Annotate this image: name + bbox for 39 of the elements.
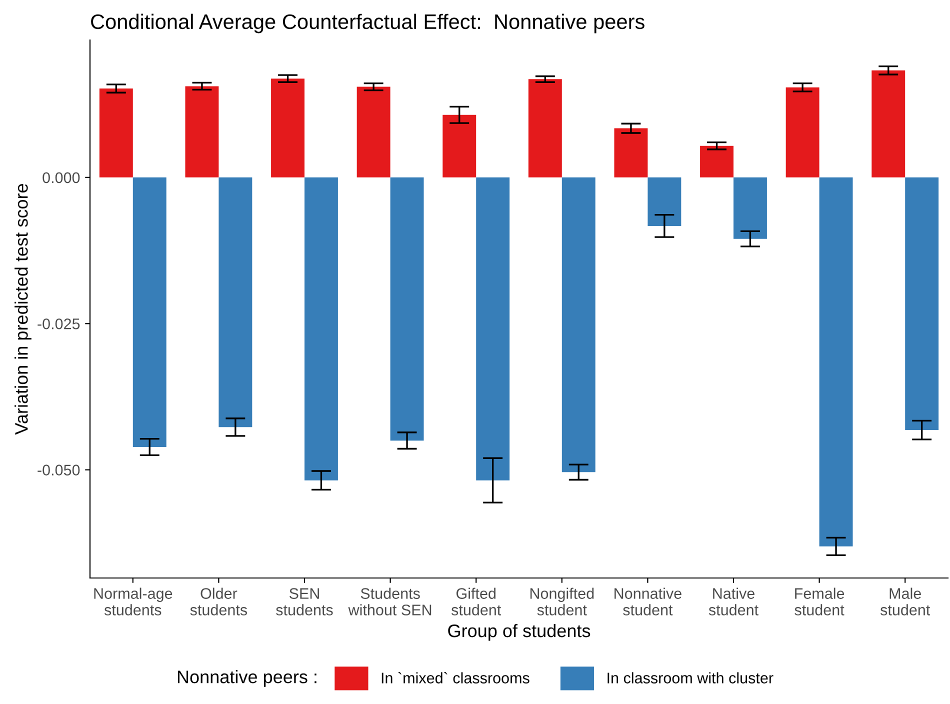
y-tick-label: -0.050 xyxy=(38,464,80,476)
x-tick-label: Older students xyxy=(190,588,248,616)
x-tick-label: SEN students xyxy=(276,588,333,616)
bar xyxy=(872,70,906,178)
bar xyxy=(99,88,133,178)
bar xyxy=(905,177,939,430)
bar xyxy=(304,177,338,480)
bar xyxy=(218,177,252,428)
y-axis-title: Variation in predicted test score xyxy=(14,184,32,435)
bar xyxy=(562,177,596,472)
bar xyxy=(185,86,219,178)
x-tick-label: Gifted student xyxy=(451,588,502,616)
x-tick-label: Students without SEN xyxy=(348,588,432,616)
bar xyxy=(271,78,304,178)
y-tick-label: 0.000 xyxy=(42,172,80,184)
bar xyxy=(132,177,166,448)
x-tick-label: Female student xyxy=(794,588,844,616)
x-tick-label: Nonnative student xyxy=(614,588,682,616)
bar xyxy=(819,177,853,546)
legend-label: In classroom with cluster xyxy=(608,672,774,684)
bar xyxy=(648,177,682,226)
x-axis-title: Group of students xyxy=(448,624,590,641)
bar xyxy=(476,177,510,480)
legend-label: In `mixed` classrooms xyxy=(382,672,530,684)
bar xyxy=(734,177,767,239)
bar xyxy=(614,128,648,178)
x-tick-label: Native student xyxy=(708,588,758,616)
bar xyxy=(356,86,390,178)
x-tick-label: Male student xyxy=(880,588,930,616)
chart-title: Conditional Average Counterfactual Effect: Nonnative peers xyxy=(91,14,644,34)
bar xyxy=(442,114,476,178)
x-tick-label: Nongifted student xyxy=(530,588,594,616)
bar xyxy=(528,79,562,178)
y-tick-label: -0.025 xyxy=(38,318,80,330)
x-tick-label: Normal-age students xyxy=(94,588,172,616)
bar xyxy=(390,177,424,441)
legend-title: Nonnative peers : xyxy=(178,670,316,687)
bar xyxy=(700,146,734,178)
bar xyxy=(786,87,820,178)
